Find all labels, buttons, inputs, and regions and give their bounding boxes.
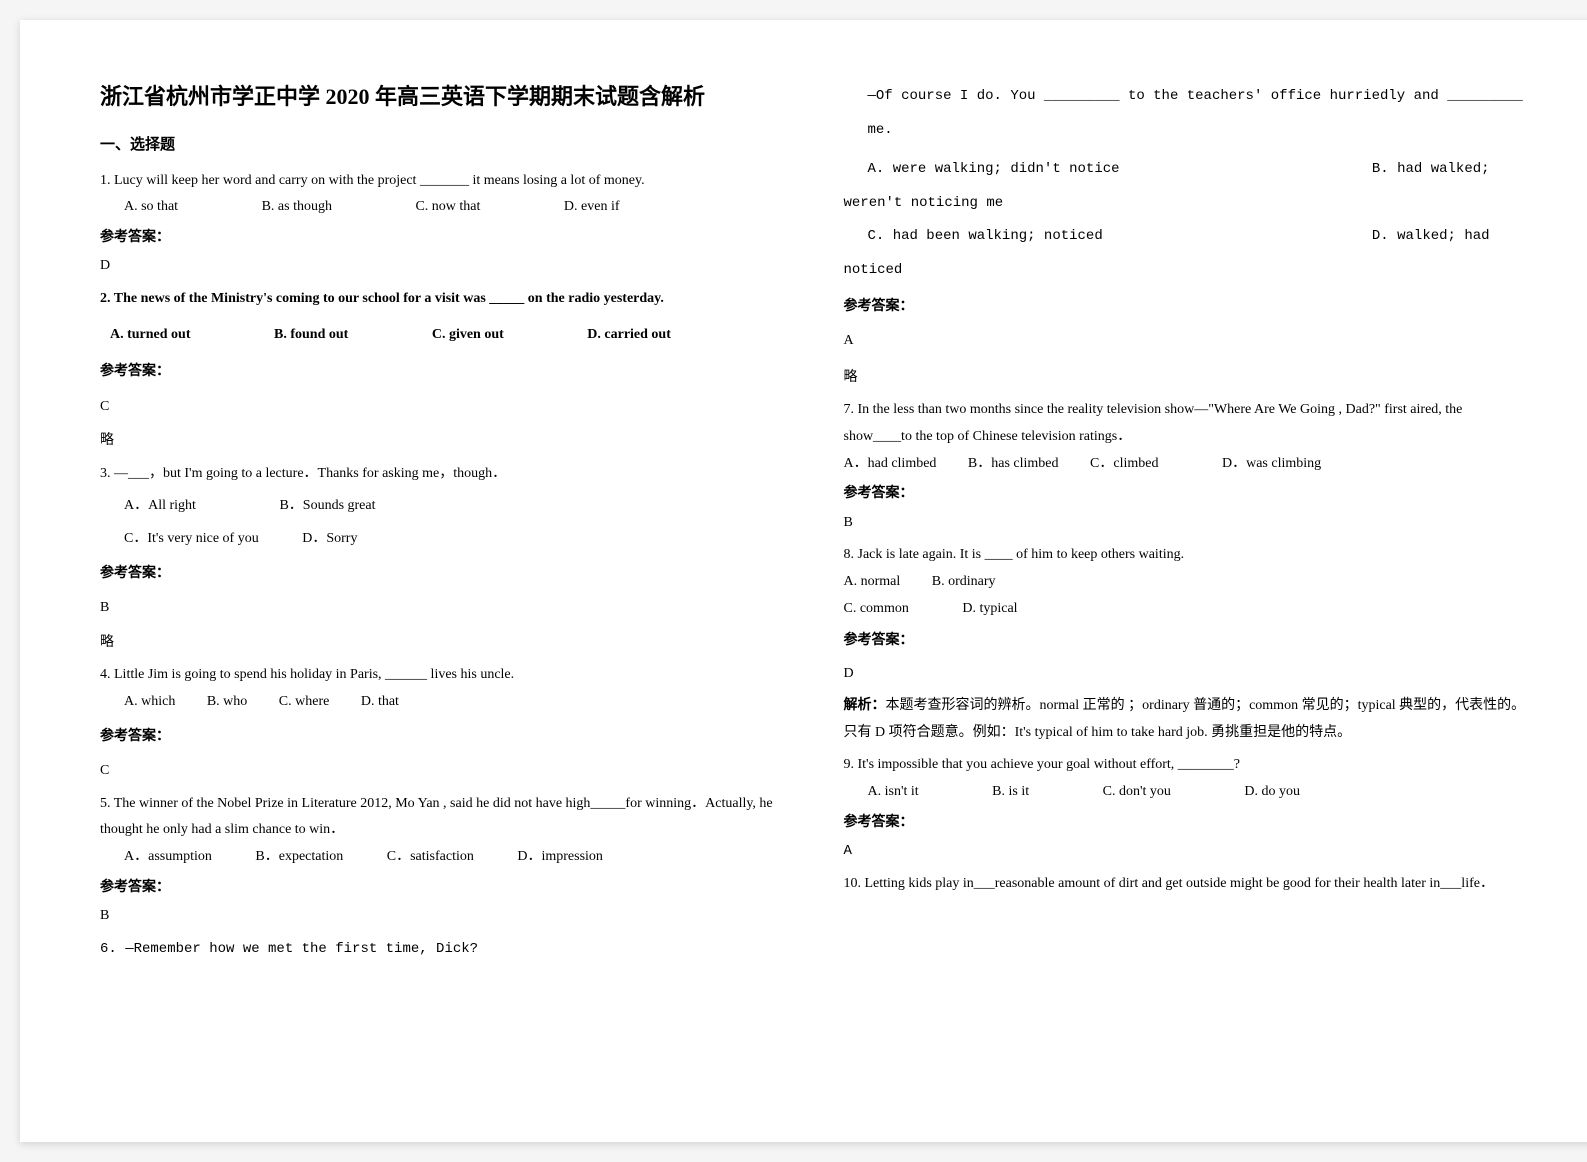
q8-options-row2: C. common D. typical xyxy=(844,596,1528,623)
q9-option-b: B. is it xyxy=(992,779,1029,806)
q2-options: A. turned out B. found out C. given out … xyxy=(100,322,784,349)
question-5: 5. The winner of the Nobel Prize in Lite… xyxy=(100,791,784,930)
q6-line2: —Of course I do. You _________ to the te… xyxy=(844,80,1528,147)
q3-option-d: D．Sorry xyxy=(302,526,357,553)
q8-option-d: D. typical xyxy=(962,596,1017,623)
q4-option-b: B. who xyxy=(207,689,247,716)
question-6-stem: 6. —Remember how we met the first time, … xyxy=(100,936,784,963)
q4-option-c: C. where xyxy=(279,689,330,716)
q9-options: A. isn't it B. is it C. don't you D. do … xyxy=(844,779,1528,806)
q2-option-a: A. turned out xyxy=(110,322,191,349)
q7-stem: 7. In the less than two months since the… xyxy=(844,397,1528,450)
q3-option-c: C．It's very nice of you xyxy=(124,526,259,553)
q3-note: 略 xyxy=(100,630,784,657)
q3-options-row1: A．All right B．Sounds great xyxy=(100,493,784,520)
question-2: 2. The news of the Ministry's coming to … xyxy=(100,286,784,455)
q7-answer-label: 参考答案： xyxy=(844,481,1528,508)
question-3: 3. —___，but I'm going to a lecture．Thank… xyxy=(100,461,784,657)
q4-answer: C xyxy=(100,758,784,785)
q8-stem: 8. Jack is late again. It is ____ of him… xyxy=(844,542,1528,569)
question-1: 1. Lucy will keep her word and carry on … xyxy=(100,168,784,280)
q4-options: A. which B. who C. where D. that xyxy=(100,689,784,716)
q3-option-b: B．Sounds great xyxy=(279,493,375,520)
q8-option-b: B. ordinary xyxy=(932,569,996,596)
page: 浙江省杭州市学正中学 2020 年高三英语下学期期末试题含解析 一、选择题 1.… xyxy=(20,20,1587,1142)
question-4: 4. Little Jim is going to spend his holi… xyxy=(100,662,784,784)
q3-stem: 3. —___，but I'm going to a lecture．Thank… xyxy=(100,461,784,488)
q6-options-row1: A. were walking; didn't notice B. had wa… xyxy=(844,153,1528,220)
q3-answer: B xyxy=(100,595,784,622)
q4-option-d: D. that xyxy=(361,689,399,716)
q8-option-c: C. common xyxy=(844,596,909,623)
q6-answer: A xyxy=(844,328,1528,355)
q5-answer-label: 参考答案： xyxy=(100,875,784,902)
q7-option-b: B．has climbed xyxy=(968,451,1059,478)
q3-answer-label: 参考答案： xyxy=(100,561,784,588)
q1-stem: 1. Lucy will keep her word and carry on … xyxy=(100,168,784,195)
q6-option-a: A. were walking; didn't notice xyxy=(844,153,1364,187)
q8-note: 解析：本题考查形容词的辨析。normal 正常的 ；ordinary 普通的；c… xyxy=(844,693,1528,746)
q3-option-a: A．All right xyxy=(124,493,196,520)
q5-answer: B xyxy=(100,903,784,930)
q4-option-a: A. which xyxy=(124,689,175,716)
left-column: 浙江省杭州市学正中学 2020 年高三英语下学期期末试题含解析 一、选择题 1.… xyxy=(70,80,814,1102)
q8-options-row1: A. normal B. ordinary xyxy=(844,569,1528,596)
q1-answer-label: 参考答案： xyxy=(100,225,784,252)
q6-answer-label: 参考答案： xyxy=(844,294,1528,321)
q9-option-d: D. do you xyxy=(1244,779,1300,806)
q3-options-row2: C．It's very nice of you D．Sorry xyxy=(100,526,784,553)
document-title: 浙江省杭州市学正中学 2020 年高三英语下学期期末试题含解析 xyxy=(100,80,784,113)
q7-options: A．had climbed B．has climbed C．climbed D．… xyxy=(844,451,1528,478)
q5-stem: 5. The winner of the Nobel Prize in Lite… xyxy=(100,791,784,844)
q2-option-b: B. found out xyxy=(274,322,348,349)
question-9: 9. It's impossible that you achieve your… xyxy=(844,752,1528,864)
q2-note: 略 xyxy=(100,428,784,455)
q6-note: 略 xyxy=(844,365,1528,392)
q2-option-d: D. carried out xyxy=(587,322,671,349)
q2-answer-label: 参考答案： xyxy=(100,359,784,386)
q5-option-c: C．satisfaction xyxy=(387,844,474,871)
q9-answer-label: 参考答案： xyxy=(844,810,1528,837)
q9-option-a: A. isn't it xyxy=(868,779,919,806)
q1-option-b: B. as though xyxy=(262,194,332,221)
q8-answer-label: 参考答案： xyxy=(844,628,1528,655)
section-heading: 一、选择题 xyxy=(100,131,784,160)
q5-option-b: B．expectation xyxy=(255,844,343,871)
q2-stem: 2. The news of the Ministry's coming to … xyxy=(100,286,784,313)
q9-option-c: C. don't you xyxy=(1103,779,1171,806)
q8-answer: D xyxy=(844,661,1528,688)
q1-option-c: C. now that xyxy=(415,194,480,221)
q9-answer: A xyxy=(844,838,1528,865)
q2-answer: C xyxy=(100,394,784,421)
q7-option-a: A．had climbed xyxy=(844,451,937,478)
q4-stem: 4. Little Jim is going to spend his holi… xyxy=(100,662,784,689)
q10-stem: 10. Letting kids play in___reasonable am… xyxy=(844,871,1528,898)
question-7: 7. In the less than two months since the… xyxy=(844,397,1528,536)
q1-option-a: A. so that xyxy=(124,194,178,221)
right-column: —Of course I do. You _________ to the te… xyxy=(814,80,1558,1102)
q1-options: A. so that B. as though C. now that D. e… xyxy=(100,194,784,221)
q4-answer-label: 参考答案： xyxy=(100,724,784,751)
q1-answer: D xyxy=(100,253,784,280)
q6-option-c: C. had been walking; noticed xyxy=(844,220,1364,254)
q6-options-row2: C. had been walking; noticed D. walked; … xyxy=(844,220,1528,287)
q5-options: A．assumption B．expectation C．satisfactio… xyxy=(100,844,784,871)
q8-option-a: A. normal xyxy=(844,569,901,596)
q7-option-d: D．was climbing xyxy=(1222,451,1321,478)
q1-option-d: D. even if xyxy=(564,194,620,221)
question-8: 8. Jack is late again. It is ____ of him… xyxy=(844,542,1528,746)
q7-answer: B xyxy=(844,510,1528,537)
q9-stem: 9. It's impossible that you achieve your… xyxy=(844,752,1528,779)
q5-option-d: D．impression xyxy=(517,844,603,871)
question-10: 10. Letting kids play in___reasonable am… xyxy=(844,871,1528,898)
q7-option-c: C．climbed xyxy=(1090,451,1158,478)
q5-option-a: A．assumption xyxy=(124,844,212,871)
q2-option-c: C. given out xyxy=(432,322,504,349)
